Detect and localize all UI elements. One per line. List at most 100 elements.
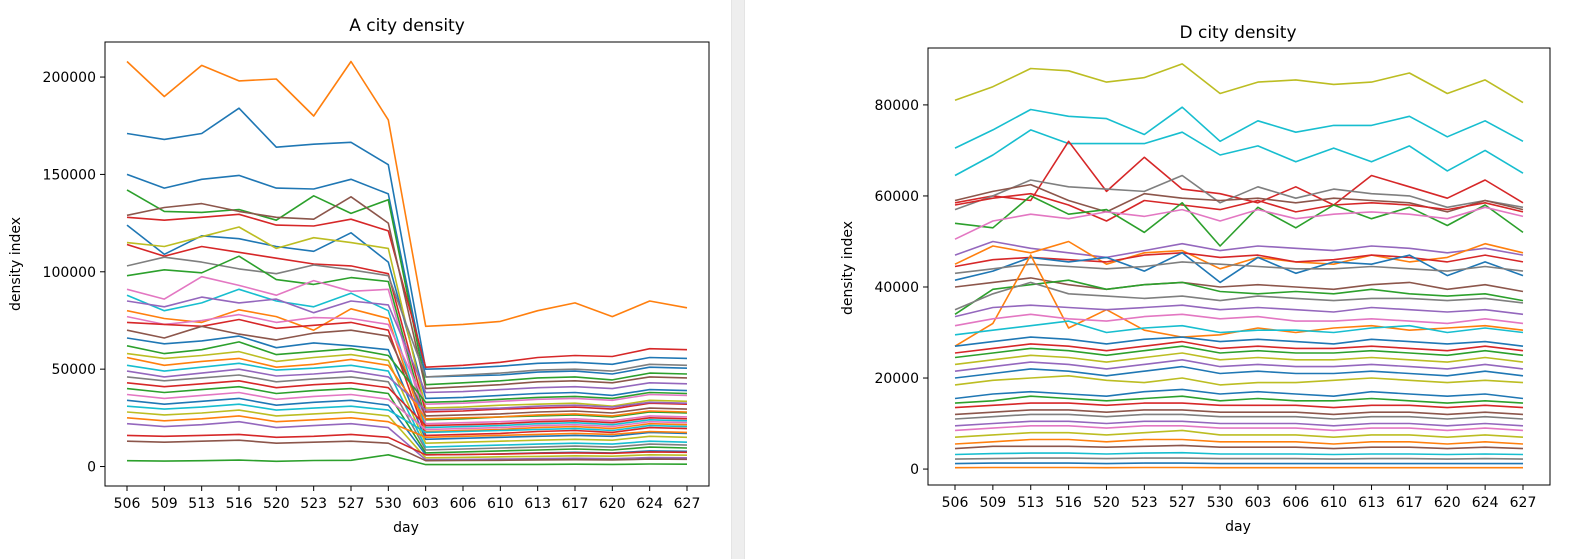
plot-area-frame [104, 41, 710, 487]
series-line-2 [954, 106, 1524, 149]
x-tick-label: 624 [1472, 495, 1499, 511]
series-line-33 [126, 420, 688, 461]
axis-ticks: 506 509 513 516 520 523 527 530 603 606 610 613 617 6… [43, 70, 701, 512]
series-line-14 [126, 296, 688, 394]
series-line-25 [954, 352, 1524, 366]
series-line-36 [954, 429, 1524, 439]
x-tick-label: 606 [1282, 495, 1309, 511]
x-tick-label: 627 [674, 496, 701, 512]
series-line-26 [126, 379, 688, 427]
series-line-1 [954, 63, 1524, 104]
series-line-32 [126, 415, 688, 439]
series-line-16 [954, 279, 1524, 315]
series-line-25 [126, 374, 688, 451]
series-line-32 [954, 409, 1524, 416]
series-line-23 [954, 340, 1524, 354]
x-tick-label: 610 [487, 496, 514, 512]
series-line-12 [954, 252, 1524, 268]
x-tick-label: 613 [1358, 495, 1385, 511]
x-tick-label: 620 [599, 496, 626, 512]
y-tick-label: 40000 [874, 280, 919, 296]
y-tick-label: 50000 [51, 362, 96, 378]
x-tick-label: 527 [338, 496, 365, 512]
panel-divider [731, 0, 745, 559]
x-tick-label: 527 [1169, 495, 1196, 511]
series-line-28 [954, 374, 1524, 386]
x-tick-label: 520 [1093, 495, 1120, 511]
x-tick-label: 617 [562, 496, 589, 512]
plot-area-frame [927, 47, 1551, 486]
y-tick-label: 200000 [43, 70, 96, 86]
series-line-15 [954, 277, 1524, 293]
series-line-34 [126, 433, 688, 456]
series-line-10 [954, 240, 1524, 259]
x-tick-label: 523 [1131, 495, 1158, 511]
series-line-30 [954, 395, 1524, 404]
x-tick-label: 624 [636, 496, 663, 512]
x-tick-label: 509 [979, 495, 1006, 511]
series-line-12 [126, 275, 688, 425]
series-line-27 [126, 385, 688, 454]
series-line-37 [954, 438, 1524, 445]
series-line-4 [954, 140, 1524, 206]
x-tick-label: 530 [1207, 495, 1234, 511]
series-line-3 [954, 129, 1524, 177]
y-tick-label: 100000 [43, 265, 96, 281]
x-tick-label: 509 [151, 496, 178, 512]
chart-title: A city density [349, 16, 465, 36]
x-tick-label: 617 [1396, 495, 1423, 511]
plot-lines [126, 60, 688, 466]
series-line-4 [126, 189, 688, 386]
x-tick-label: 603 [412, 496, 439, 512]
series-line-17 [954, 281, 1524, 311]
series-line-20 [126, 341, 688, 404]
series-line-7 [954, 192, 1524, 222]
series-line-16 [126, 313, 688, 406]
series-line-10 [126, 256, 688, 378]
series-line-28 [126, 391, 688, 431]
series-line-26 [954, 358, 1524, 372]
series-line-29 [954, 388, 1524, 400]
series-line-33 [954, 413, 1524, 420]
x-tick-label: 520 [263, 496, 290, 512]
series-line-1 [126, 60, 688, 328]
series-line-3 [126, 173, 688, 378]
y-tick-label: 150000 [43, 167, 96, 183]
x-axis-label: day [393, 520, 419, 536]
x-tick-label: 513 [188, 496, 215, 512]
x-tick-label: 610 [1320, 495, 1347, 511]
x-tick-label: 506 [942, 495, 969, 511]
y-tick-label: 80000 [874, 98, 919, 114]
x-tick-label: 627 [1510, 495, 1537, 511]
series-line-21 [954, 320, 1524, 336]
y-tick-label: 0 [87, 460, 96, 476]
series-line-20 [954, 313, 1524, 327]
series-line-9 [126, 243, 688, 413]
series-line-13 [954, 252, 1524, 284]
series-line-38 [954, 444, 1524, 450]
chart-d-city-density: D city density density index day 506 509 5… [840, 23, 1551, 535]
x-tick-label: 603 [1245, 495, 1272, 511]
series-line-5 [126, 213, 688, 369]
series-line-24 [126, 368, 688, 411]
x-tick-label: 506 [114, 496, 141, 512]
series-line-36 [126, 453, 688, 466]
series-line-22 [126, 356, 688, 420]
series-line-5 [954, 174, 1524, 211]
chart-title: D city density [1179, 23, 1296, 43]
series-line-35 [126, 439, 688, 462]
x-tick-label: 606 [450, 496, 477, 512]
y-tick-label: 0 [910, 462, 919, 478]
series-line-39 [954, 451, 1524, 456]
x-tick-label: 530 [375, 496, 402, 512]
x-tick-label: 516 [1055, 495, 1082, 511]
series-line-31 [954, 402, 1524, 409]
series-line-27 [954, 365, 1524, 379]
series-line-41 [954, 462, 1523, 465]
series-line-22 [954, 336, 1524, 347]
y-axis-label: density index [840, 221, 856, 315]
series-line-30 [126, 403, 688, 434]
series-line-8 [954, 195, 1524, 247]
series-line-17 [126, 318, 688, 437]
series-line-23 [126, 362, 688, 448]
